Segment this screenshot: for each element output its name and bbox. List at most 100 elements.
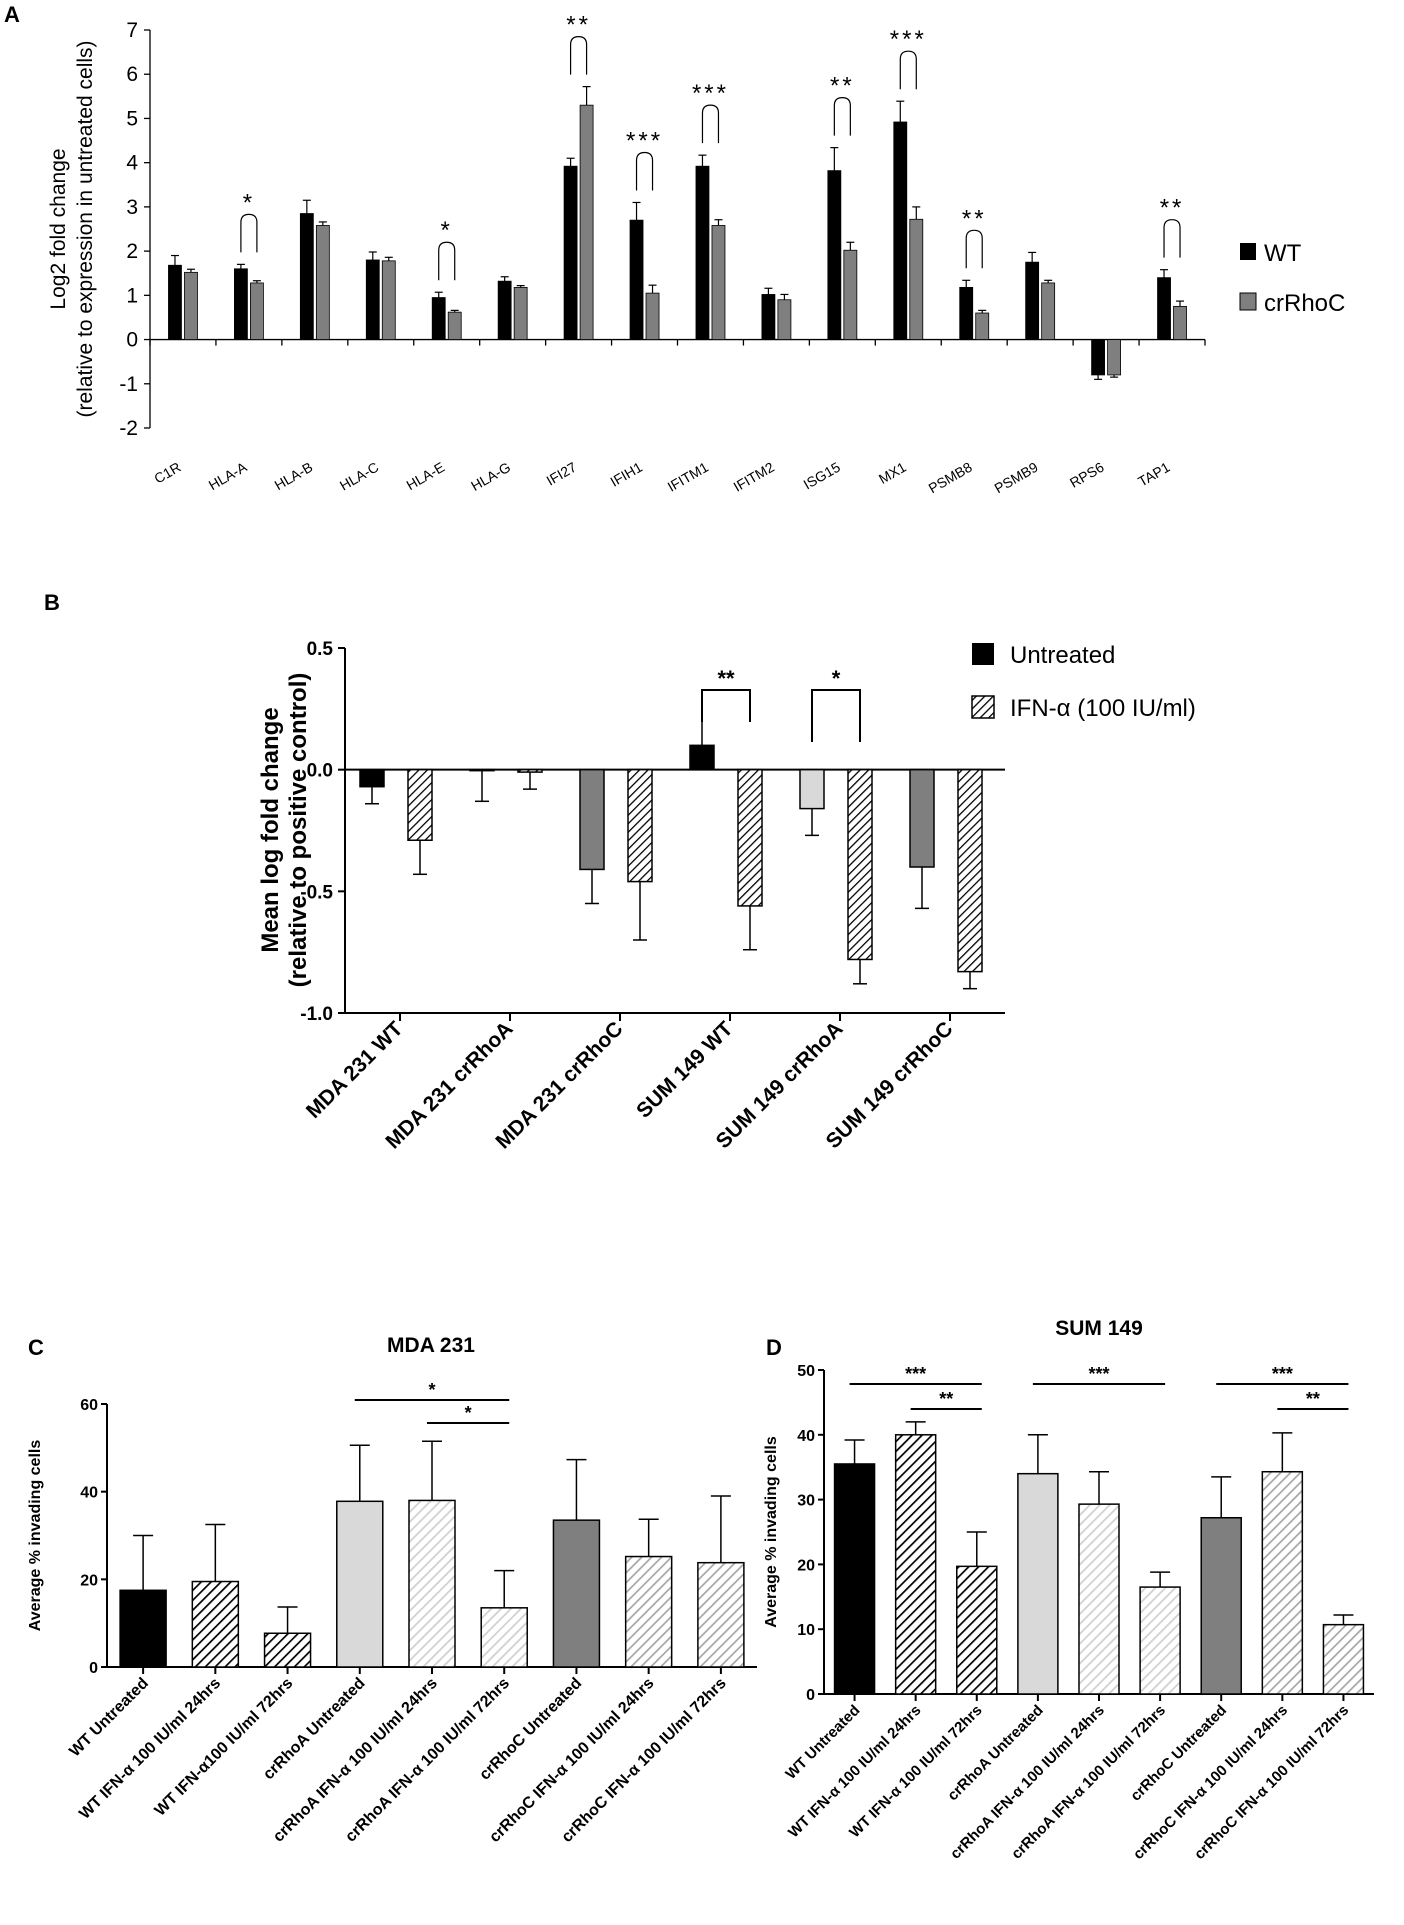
- a-bar-crrhoc-isg15: [843, 249, 858, 340]
- panel-b-letter: B: [44, 590, 60, 615]
- d-y-tick-label: 20: [797, 1557, 815, 1574]
- b-bar-ifn-100-iu-ml-sum-149-wt: [737, 768, 763, 907]
- b-y-label-2: (relative to positive control): [285, 673, 312, 988]
- panel-d-letter: D: [766, 1335, 782, 1360]
- panel-a-letter: A: [4, 2, 20, 27]
- a-y-tick-label: -2: [119, 417, 138, 440]
- c-sig-label-1: *: [465, 1403, 472, 1423]
- a-legend-label-crrhoc: crRhoC: [1264, 290, 1345, 317]
- a-bar-wt-ifitm1: [695, 165, 710, 340]
- b-y-tick-label: -1.0: [300, 1004, 333, 1025]
- a-sig-label-mx1: ***: [890, 26, 927, 53]
- c-x-label-wt-ifn-100-iu-ml-72hrs: WT IFN-α100 IU/ml 72hrs: [152, 1675, 297, 1820]
- d-y-label: Average % invading cells: [763, 1436, 780, 1628]
- b-y-tick-label: 0.0: [307, 761, 333, 782]
- a-x-label-tap1: TAP1: [1135, 459, 1173, 490]
- b-legend-label-ifn: IFN-α (100 IU/ml): [1010, 695, 1196, 722]
- a-x-label-isg15: ISG15: [800, 459, 843, 493]
- a-x-label-hla-b: HLA-B: [272, 459, 316, 493]
- a-sig-bracket-ifih1: [635, 151, 654, 191]
- d-bar-crrhoa-untreated: [1017, 1472, 1059, 1695]
- a-x-label-hla-g: HLA-G: [468, 459, 513, 494]
- a-y-tick-label: 1: [126, 284, 138, 307]
- a-bar-wt-hla-g: [497, 280, 512, 340]
- a-y-tick-label: 4: [126, 152, 138, 175]
- a-sig-label-ifih1: ***: [626, 127, 663, 154]
- a-bar-crrhoc-ifitm1: [711, 225, 726, 340]
- b-y-tick-label: -0.5: [300, 882, 333, 903]
- a-x-label-c1r: C1R: [151, 459, 183, 487]
- c-bar-crrhoa-ifn-100-iu-ml-24hrs: [408, 1499, 456, 1668]
- b-sig-label-sum-149-wt: **: [717, 666, 735, 691]
- a-bar-wt-rps6: [1091, 339, 1105, 376]
- d-sig-label-0: ***: [905, 1364, 926, 1384]
- a-legend-swatch-wt: [1240, 243, 1256, 260]
- a-bar-crrhoc-ifitm2: [777, 299, 792, 340]
- a-x-label-hla-c: HLA-C: [337, 459, 381, 494]
- b-bar-untreated-mda-231-wt: [359, 768, 385, 788]
- d-y-tick-label: 40: [797, 1428, 815, 1445]
- a-bar-crrhoc-hla-g: [513, 286, 528, 340]
- a-bar-wt-hla-a: [234, 268, 248, 340]
- b-bar-untreated-mda-231-crrhoc: [579, 768, 605, 871]
- b-bar-ifn-100-iu-ml-mda-231-crrhoc: [627, 768, 653, 883]
- a-sig-bracket-hla-a: [240, 213, 258, 253]
- b-bar-untreated-sum-149-crrhoa: [799, 768, 825, 810]
- b-x-label-sum-149-wt: SUM 149 WT: [632, 1017, 737, 1122]
- c-bar-crrhoc-untreated: [552, 1519, 601, 1668]
- a-bar-wt-hla-b: [299, 213, 314, 340]
- a-x-label-ifi27: IFI27: [543, 459, 579, 489]
- a-sig-bracket-hla-e: [438, 241, 456, 281]
- a-y-tick-label: 6: [126, 63, 138, 86]
- a-bar-crrhoc-mx1: [909, 218, 924, 340]
- b-bar-ifn-100-iu-ml-sum-149-crrhoa: [847, 768, 873, 961]
- c-bar-wt-ifn-100-iu-ml-72hrs: [263, 1632, 312, 1668]
- d-bar-crrhoc-untreated: [1200, 1516, 1242, 1695]
- d-bar-wt-ifn-100-iu-ml-72hrs: [956, 1565, 998, 1695]
- panel-a: A -2 -1 0 1 2 3 4 5 6 7 C1R HLA-A HLA-B HLA-C HLA-E HLA…: [4, 2, 1345, 496]
- d-sig-label-3: ***: [1272, 1364, 1293, 1384]
- b-bar-untreated-sum-149-crrhoc: [909, 768, 935, 868]
- a-sig-label-ifi27: **: [566, 12, 591, 39]
- a-x-label-psmb9: PSMB9: [992, 459, 1041, 497]
- a-sig-label-ifitm1: ***: [692, 80, 729, 107]
- c-sig-label-0: *: [428, 1380, 435, 1400]
- a-y-tick-label: 5: [126, 107, 138, 130]
- a-y-tick-label: 2: [126, 240, 138, 263]
- a-y-tick-label: 3: [126, 196, 138, 219]
- d-y-tick-label: 50: [797, 1363, 815, 1380]
- d-title: SUM 149: [1055, 1317, 1143, 1340]
- a-x-label-mx1: MX1: [876, 459, 909, 487]
- a-bar-wt-hla-c: [365, 259, 380, 340]
- b-legend-label-untreated: Untreated: [1010, 642, 1115, 669]
- c-y-label: Average % invading cells: [27, 1440, 44, 1632]
- c-bar-crrhoc-ifn-100-iu-ml-24hrs: [624, 1555, 673, 1668]
- c-y-tick-label: 20: [80, 1572, 98, 1589]
- c-title: MDA 231: [387, 1334, 475, 1357]
- a-sig-bracket-ifitm1: [701, 104, 720, 144]
- c-y-tick-label: 60: [80, 1397, 98, 1414]
- d-y-tick-label: 30: [797, 1493, 815, 1510]
- c-bar-wt-ifn-100-iu-ml-24hrs: [191, 1580, 240, 1668]
- b-legend-swatch-ifn: [971, 695, 995, 719]
- a-x-label-ifih1: IFIH1: [607, 459, 645, 490]
- a-bar-wt-ifi27: [563, 165, 578, 340]
- c-bar-crrhoa-untreated: [336, 1500, 384, 1668]
- a-bar-crrhoc-ifi27: [579, 104, 594, 340]
- a-bar-crrhoc-rps6: [1107, 339, 1121, 376]
- a-x-label-ifitm1: IFITM1: [665, 459, 712, 495]
- b-y-tick-label: 0.5: [307, 639, 334, 660]
- d-bar-wt-untreated: [833, 1463, 876, 1695]
- a-bar-wt-ifitm2: [761, 294, 776, 340]
- b-sig-bracket-sum-149-crrhoa: [811, 689, 861, 742]
- a-x-label-rps6: RPS6: [1067, 459, 1107, 491]
- a-sig-bracket-mx1: [899, 50, 917, 90]
- c-y-tick-label: 40: [80, 1485, 98, 1502]
- a-bar-crrhoc-hla-e: [447, 311, 462, 340]
- a-bar-crrhoc-psmb9: [1041, 282, 1056, 340]
- a-bar-wt-mx1: [893, 121, 908, 340]
- a-bar-crrhoc-c1r: [184, 271, 198, 340]
- a-bar-wt-hla-e: [431, 297, 446, 340]
- b-x-label-mda-231-wt: MDA 231 WT: [302, 1017, 408, 1123]
- a-bar-crrhoc-hla-a: [250, 282, 264, 340]
